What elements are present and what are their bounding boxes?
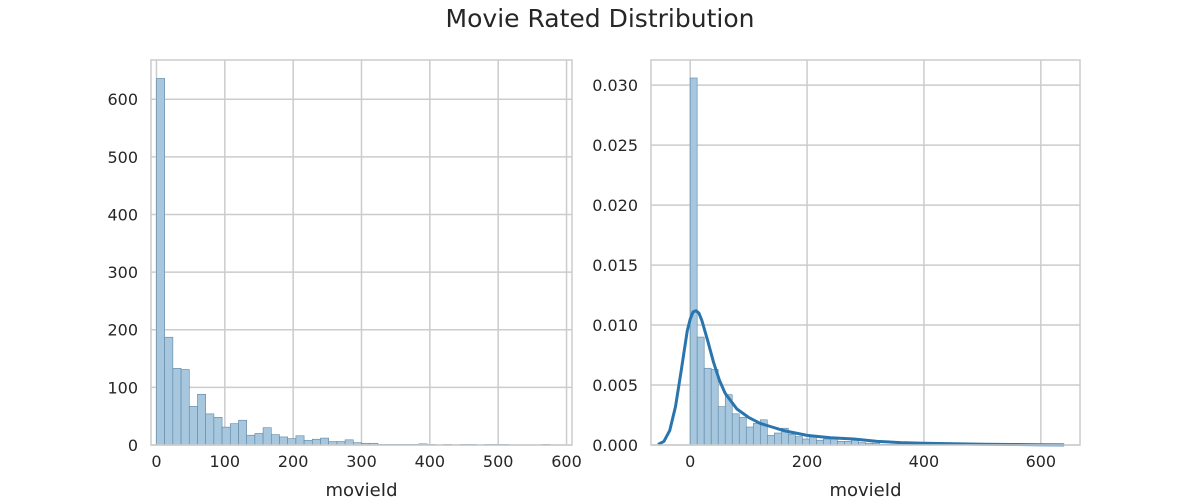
histogram-bar bbox=[703, 367, 712, 446]
histogram-bar bbox=[205, 413, 215, 446]
histogram-bar bbox=[311, 438, 321, 446]
y-tick-label: 0.020 bbox=[592, 196, 638, 215]
x-tick-label: 600 bbox=[1026, 452, 1057, 471]
histogram-bar bbox=[295, 435, 305, 446]
histogram-bar bbox=[254, 433, 264, 446]
y-tick-label: 0.015 bbox=[592, 256, 638, 275]
x-axis-label: movieId bbox=[829, 480, 901, 500]
histogram-bar bbox=[731, 413, 740, 446]
x-tick-label: 200 bbox=[278, 452, 309, 471]
histogram-bar bbox=[717, 406, 726, 446]
figure-title: Movie Rated Distribution bbox=[445, 4, 755, 33]
y-tick-label: 200 bbox=[107, 321, 138, 340]
histogram-bar bbox=[696, 336, 705, 446]
x-tick-label: 300 bbox=[346, 452, 377, 471]
histogram-bar bbox=[221, 426, 231, 446]
histogram-bar bbox=[229, 423, 239, 446]
x-tick-label: 600 bbox=[551, 452, 582, 471]
histogram-bar bbox=[344, 439, 354, 446]
x-tick-label: 0 bbox=[685, 452, 695, 471]
y-tick-label: 0.025 bbox=[592, 136, 638, 155]
histogram-bar bbox=[767, 435, 775, 446]
histogram-bar bbox=[246, 434, 256, 446]
x-tick-label: 400 bbox=[909, 452, 940, 471]
histogram-bar bbox=[788, 433, 796, 446]
histogram-bar bbox=[738, 417, 747, 446]
histogram-bar bbox=[802, 438, 810, 446]
histogram-bar bbox=[287, 438, 297, 446]
y-tick-label: 0.005 bbox=[592, 376, 638, 395]
kde-curve bbox=[657, 309, 1065, 447]
histogram-count-plot: 0 100 200 300 400 500 600 0 100 200 300 400 500 600 mo… bbox=[107, 59, 582, 500]
histogram-bar bbox=[279, 436, 288, 446]
histogram-bar bbox=[745, 426, 754, 446]
axes-frame bbox=[150, 59, 573, 446]
histogram-bar bbox=[213, 417, 223, 446]
histogram-bar bbox=[238, 419, 247, 446]
histogram-bar bbox=[270, 434, 280, 446]
y-tick-label: 500 bbox=[107, 148, 138, 167]
y-tick-label: 400 bbox=[107, 205, 138, 224]
y-tick-label: 0.030 bbox=[592, 76, 638, 95]
y-tick-label: 0.010 bbox=[592, 316, 638, 335]
y-tick-label: 0.000 bbox=[592, 436, 638, 455]
histogram-bar bbox=[172, 368, 182, 446]
y-tick-label: 100 bbox=[107, 378, 138, 397]
histogram-bar bbox=[823, 438, 831, 446]
x-tick-label: 200 bbox=[792, 452, 823, 471]
x-tick-label: 100 bbox=[210, 452, 241, 471]
histogram-bar bbox=[180, 369, 190, 446]
x-tick-label: 500 bbox=[483, 452, 514, 471]
histogram-bar bbox=[164, 336, 174, 446]
x-tick-label: 0 bbox=[151, 452, 161, 471]
histogram-bar bbox=[689, 77, 698, 446]
x-tick-label: 400 bbox=[415, 452, 446, 471]
histogram-bar bbox=[752, 423, 761, 446]
y-tick-label: 0 bbox=[128, 436, 138, 455]
histogram-bar bbox=[710, 369, 719, 446]
histogram-density-plot: 0 200 400 600 0.000 0.005 0.010 0.015 0.020 0.025… bbox=[592, 59, 1081, 500]
axes-frame bbox=[650, 59, 1081, 446]
histogram-bar bbox=[188, 406, 198, 446]
histogram-bar bbox=[774, 432, 782, 446]
histogram-bar bbox=[320, 437, 329, 446]
histogram-bar bbox=[795, 436, 803, 446]
histogram-bar bbox=[262, 427, 272, 446]
y-tick-label: 300 bbox=[107, 263, 138, 282]
histogram-bar bbox=[197, 393, 206, 446]
y-tick-label: 600 bbox=[107, 90, 138, 109]
x-axis-label: movieId bbox=[325, 480, 397, 500]
histogram-bar bbox=[156, 78, 165, 446]
